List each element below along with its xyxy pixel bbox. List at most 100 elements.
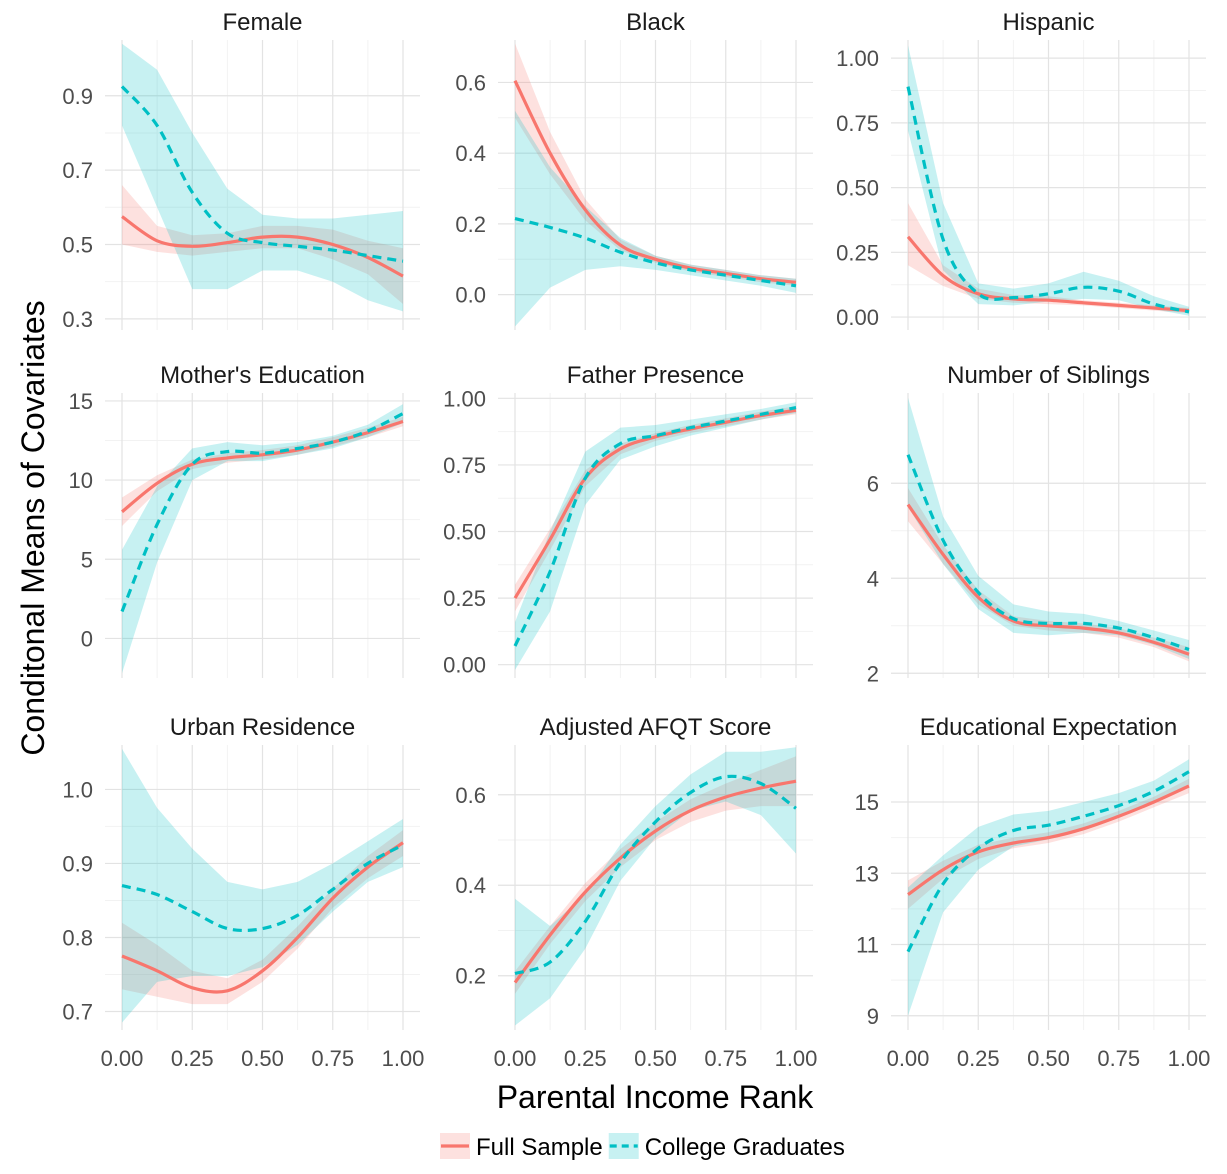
facet-title: Black <box>626 9 686 36</box>
x-tick-label: 0.25 <box>171 1046 214 1071</box>
facet-panels: Female 0.3 0.5 0.7 0.9 Black 0.0 0.2 0.4 0.6 Hispa… <box>62 9 1210 1071</box>
full-sample-line <box>906 503 1190 656</box>
x-axis-title: Parental Income Rank <box>497 1079 815 1115</box>
y-axis-title: Conditonal Means of Covariates <box>15 300 51 755</box>
confidence-band <box>515 402 796 670</box>
y-tick-label: 0.9 <box>62 84 93 109</box>
facet-title: Educational Expectation <box>920 714 1178 741</box>
y-tick-label: 13 <box>855 861 879 886</box>
facet-panel: Adjusted AFQT Score 0.2 0.4 0.6 0.00 0.25 0.50… <box>455 714 817 1071</box>
x-tick-label: 1.00 <box>1168 1046 1211 1071</box>
y-tick-label: 1.0 <box>62 777 93 802</box>
facet-panel: Educational Expectation 9 11 13 15 0.00 0.25 0.… <box>855 714 1211 1071</box>
facet-panel: Number of Siblings 2 4 6 <box>867 362 1206 686</box>
full-sample-line <box>513 779 797 984</box>
confidence-band <box>515 406 796 612</box>
college-graduates-line <box>514 774 797 976</box>
x-tick-label: 0.50 <box>241 1046 284 1071</box>
y-tick-label: 0.7 <box>62 158 93 183</box>
facet-panel: Hispanic 0.00 0.25 0.50 0.75 1.00 <box>836 9 1206 330</box>
x-tick-label: 0.75 <box>704 1046 747 1071</box>
y-tick-label: 0.25 <box>836 240 879 265</box>
college-graduates-line <box>120 412 404 613</box>
y-tick-label: 15 <box>69 389 93 414</box>
facet-panel: Black 0.0 0.2 0.4 0.6 <box>455 9 813 330</box>
facet-panel: Mother's Education 0 5 10 15 <box>69 362 420 678</box>
y-tick-label: 1.00 <box>836 46 879 71</box>
x-tick-label: 0.25 <box>564 1046 607 1071</box>
college-graduates-line <box>906 86 1190 314</box>
facet-title: Mother's Education <box>160 362 365 389</box>
y-tick-label: 0.5 <box>62 232 93 257</box>
college-graduates-line <box>906 770 1190 953</box>
y-tick-label: 0.9 <box>62 851 93 876</box>
confidence-band <box>122 416 403 526</box>
x-tick-label: 0.25 <box>957 1046 1000 1071</box>
y-tick-label: 1.00 <box>443 386 486 411</box>
y-tick-label: 0.4 <box>455 873 486 898</box>
confidence-band <box>908 778 1189 909</box>
full-sample-line <box>121 841 404 994</box>
y-tick-label: 0.2 <box>455 964 486 989</box>
facet-title: Number of Siblings <box>947 362 1150 389</box>
y-tick-label: 0.75 <box>836 111 879 136</box>
confidence-band <box>908 759 1189 1016</box>
y-tick-label: 0.2 <box>455 212 486 237</box>
y-tick-label: 0.6 <box>455 70 486 95</box>
college-graduates-line <box>121 843 404 933</box>
facet-title: Adjusted AFQT Score <box>540 714 772 741</box>
facet-panel: Female 0.3 0.5 0.7 0.9 <box>62 9 420 332</box>
x-tick-label: 0.75 <box>311 1046 354 1071</box>
x-tick-label: 0.75 <box>1097 1046 1140 1071</box>
x-tick-label: 0.00 <box>101 1046 144 1071</box>
x-tick-label: 0.50 <box>634 1046 677 1071</box>
legend: Full Sample College Graduates <box>440 1133 845 1161</box>
y-tick-label: 0.4 <box>455 141 486 166</box>
y-tick-label: 0 <box>81 626 93 651</box>
full-sample-line <box>121 215 404 278</box>
y-tick-label: 10 <box>69 468 93 493</box>
y-tick-label: 6 <box>867 471 879 496</box>
y-tick-label: 0.7 <box>62 999 93 1024</box>
legend-label: Full Sample <box>476 1134 603 1161</box>
facet-panel: Urban Residence 0.7 0.8 0.9 1.0 0.00 0.25 0.50 0… <box>62 714 424 1071</box>
confidence-band <box>515 756 796 994</box>
college-graduates-line <box>513 406 797 647</box>
college-graduates-line <box>906 454 1190 652</box>
facet-title: Father Presence <box>567 362 744 389</box>
legend-label: College Graduates <box>645 1134 845 1161</box>
x-tick-label: 1.00 <box>382 1046 425 1071</box>
y-tick-label: 0.8 <box>62 925 93 950</box>
y-tick-label: 0.3 <box>62 307 93 332</box>
facet-title: Hispanic <box>1002 9 1094 36</box>
college-graduates-line <box>514 217 797 288</box>
y-tick-label: 0.50 <box>836 176 879 201</box>
legend-item-college-graduates: College Graduates <box>608 1133 845 1161</box>
full-sample-line <box>907 784 1190 896</box>
y-tick-label: 0.6 <box>455 783 486 808</box>
y-tick-label: 9 <box>867 1004 879 1029</box>
facet-title: Female <box>222 9 302 36</box>
y-tick-label: 5 <box>81 547 93 572</box>
y-tick-label: 2 <box>867 661 879 686</box>
y-tick-label: 15 <box>855 790 879 815</box>
y-tick-label: 0.50 <box>443 520 486 545</box>
x-tick-label: 0.50 <box>1027 1046 1070 1071</box>
confidence-band <box>122 748 403 1023</box>
facet-panel: Father Presence 0.00 0.25 0.50 0.75 1.00 <box>443 362 813 678</box>
y-tick-label: 0.00 <box>443 653 486 678</box>
x-tick-label: 1.00 <box>775 1046 818 1071</box>
y-tick-label: 4 <box>867 566 879 591</box>
full-sample-line <box>513 79 797 284</box>
x-tick-label: 0.00 <box>887 1046 930 1071</box>
y-tick-label: 0.0 <box>455 283 486 308</box>
y-tick-label: 0.00 <box>836 305 879 330</box>
confidence-band <box>122 185 403 304</box>
y-tick-label: 0.75 <box>443 453 486 478</box>
y-tick-label: 0.25 <box>443 586 486 611</box>
facet-title: Urban Residence <box>170 714 355 741</box>
confidence-band <box>515 747 796 1026</box>
x-tick-label: 0.00 <box>494 1046 537 1071</box>
confidence-band <box>122 404 403 674</box>
